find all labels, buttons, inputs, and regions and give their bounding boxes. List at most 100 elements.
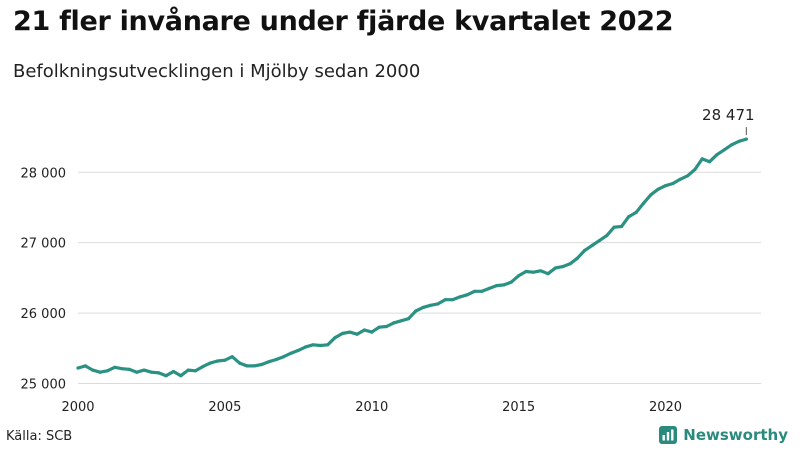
data-point <box>450 298 455 302</box>
data-point <box>605 234 609 238</box>
data-point <box>208 361 212 365</box>
data-point <box>502 283 506 287</box>
data-point <box>362 328 366 332</box>
data-point <box>612 225 616 229</box>
data-point <box>428 303 433 307</box>
data-point <box>517 274 521 278</box>
data-point <box>590 243 594 248</box>
data-point <box>436 302 440 306</box>
last-value-annotation: 28 471 <box>702 106 755 136</box>
data-point <box>127 367 131 371</box>
y-tick-label: 25 000 <box>21 377 67 392</box>
x-tick-label: 2005 <box>208 400 241 415</box>
data-points <box>76 137 748 378</box>
data-point <box>135 370 139 374</box>
data-point <box>157 371 161 375</box>
brand-logo: Newsworthy <box>659 426 788 444</box>
data-point <box>326 343 330 347</box>
data-point <box>539 269 543 273</box>
data-point <box>282 355 286 359</box>
data-point <box>678 177 682 181</box>
data-point <box>730 143 734 147</box>
data-point <box>641 201 646 205</box>
x-tick-label: 2010 <box>355 400 388 415</box>
series-line <box>76 137 748 378</box>
brand-name: Newsworthy <box>683 426 788 444</box>
chart-title: 21 fler invånare under fjärde kvartalet … <box>13 6 674 37</box>
data-point <box>384 324 389 329</box>
data-point <box>693 167 697 172</box>
x-axis-ticks: 2000 2005 2010 2015 2020 <box>61 400 682 415</box>
grid-lines <box>78 171 761 384</box>
data-point <box>164 374 168 378</box>
data-point <box>179 374 183 378</box>
data-point <box>105 369 109 373</box>
data-point <box>561 265 565 269</box>
data-point <box>473 289 477 293</box>
data-point <box>553 266 558 270</box>
data-point <box>597 239 602 243</box>
data-point <box>370 330 374 334</box>
data-point <box>98 370 102 374</box>
y-tick-label: 26 000 <box>21 307 67 322</box>
data-point <box>722 148 726 152</box>
data-point <box>546 272 550 276</box>
data-point <box>392 321 396 325</box>
data-point <box>399 319 403 323</box>
data-point <box>619 224 624 229</box>
data-point <box>524 269 528 274</box>
data-point <box>575 256 580 260</box>
data-point <box>487 286 491 290</box>
source-label: Källa: SCB <box>6 429 73 444</box>
data-point <box>509 280 513 284</box>
data-point <box>171 369 176 374</box>
data-point <box>318 343 322 348</box>
data-point <box>223 358 227 362</box>
data-point <box>193 369 198 373</box>
data-point <box>700 157 704 161</box>
data-point <box>186 368 190 372</box>
data-point <box>76 366 80 370</box>
data-point <box>311 343 315 347</box>
data-point <box>663 184 668 188</box>
data-point <box>627 215 631 219</box>
data-point <box>289 351 293 355</box>
data-point <box>267 360 271 364</box>
data-point <box>142 368 146 372</box>
data-point <box>333 336 337 340</box>
data-point <box>443 298 447 302</box>
x-tick-label: 2000 <box>61 400 94 415</box>
data-point <box>495 284 499 288</box>
y-axis-ticks: 25 000 26 000 27 000 28 000 <box>21 166 67 392</box>
data-point <box>656 187 660 191</box>
data-point <box>414 309 418 313</box>
newsworthy-logo-icon <box>659 426 678 444</box>
data-point <box>238 361 242 365</box>
data-point <box>583 248 587 252</box>
data-point <box>377 325 381 329</box>
data-point <box>737 139 741 143</box>
y-tick-label: 27 000 <box>21 237 67 252</box>
data-point <box>113 365 117 369</box>
chart-subtitle: Befolkningsutvecklingen i Mjölby sedan 2… <box>13 61 421 82</box>
data-point <box>568 262 572 266</box>
data-point <box>201 365 205 369</box>
data-point <box>634 210 638 214</box>
x-tick-label: 2015 <box>502 400 535 415</box>
data-point <box>649 193 653 197</box>
y-tick-label: 28 000 <box>21 166 67 181</box>
data-point <box>355 332 359 336</box>
data-point <box>340 331 344 336</box>
data-point <box>274 357 278 362</box>
annotation-label: 28 471 <box>702 106 755 124</box>
data-point <box>230 355 234 359</box>
data-point <box>744 137 748 141</box>
data-point <box>480 289 484 293</box>
data-point <box>421 305 425 309</box>
data-point <box>304 345 308 349</box>
data-point <box>686 174 690 178</box>
data-point <box>348 330 352 334</box>
data-point <box>458 295 462 299</box>
data-point <box>671 181 675 186</box>
